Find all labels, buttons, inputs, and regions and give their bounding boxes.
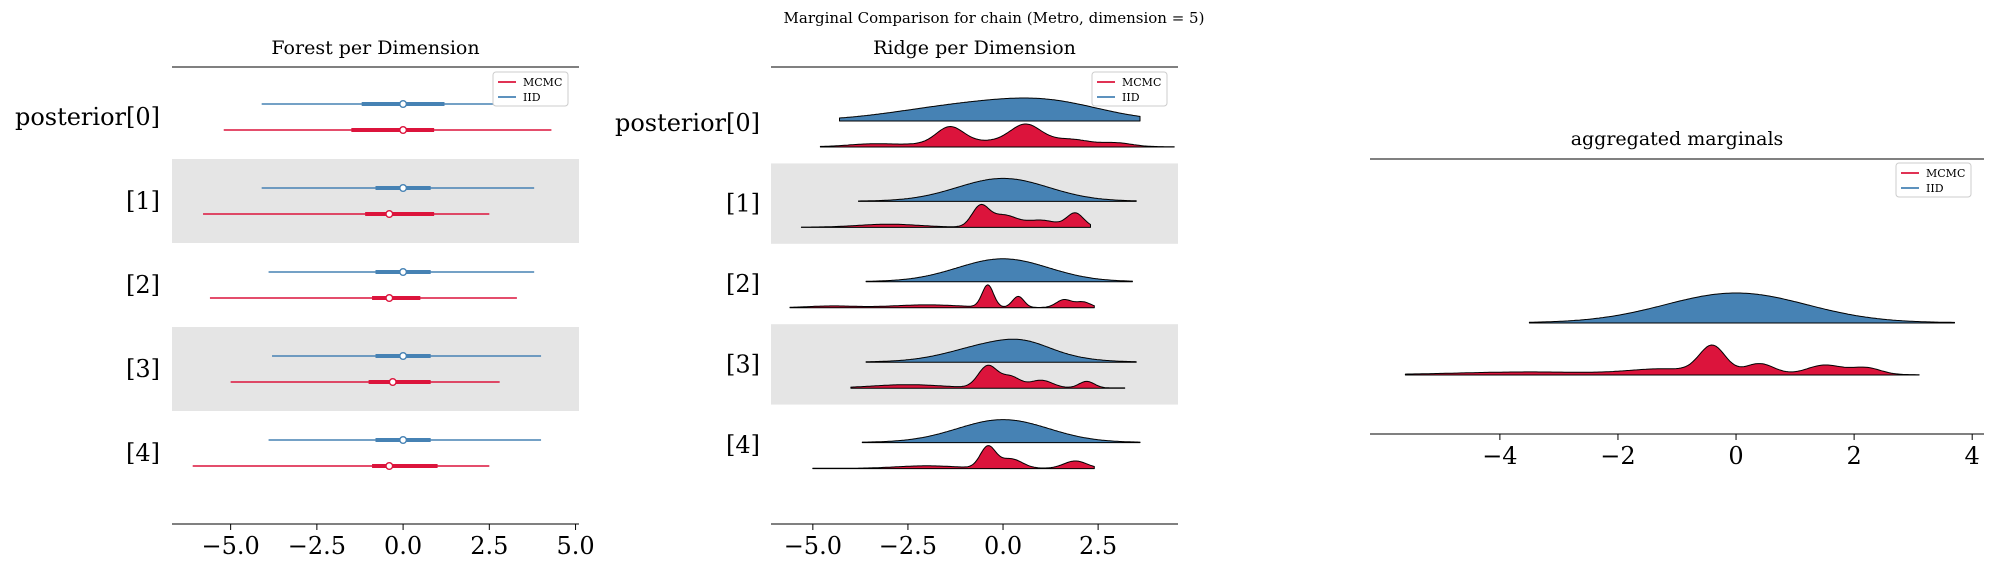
ridge-row-band xyxy=(771,324,1178,405)
forest-row-band xyxy=(172,327,579,411)
ridge-xtick-label: −5.0 xyxy=(784,532,842,560)
ridge-row-label: [2] xyxy=(726,270,760,298)
aggregated-xtick-label: −2 xyxy=(1600,442,1635,470)
legend-label-mcmc: MCMC xyxy=(1926,167,1965,180)
ridge-title: Ridge per Dimension xyxy=(873,37,1076,59)
forest-median-mcmc xyxy=(388,378,397,387)
ridge-legend: MCMC IID xyxy=(1091,71,1168,107)
forest-median-iid xyxy=(399,183,408,192)
ridge-ridge-iid xyxy=(858,177,1137,202)
forest-xtick-label: 0.0 xyxy=(384,532,422,560)
forest-xtick-label: 5.0 xyxy=(556,532,594,560)
forest-row-label: [2] xyxy=(126,271,160,299)
forest-xtick-label: −2.5 xyxy=(288,532,346,560)
ridge-ridge-iid xyxy=(839,97,1141,122)
aggregated-xtick-label: −4 xyxy=(1482,442,1517,470)
legend-label-mcmc: MCMC xyxy=(1122,76,1161,89)
forest-row-label: [3] xyxy=(126,355,160,383)
forest-median-mcmc xyxy=(385,209,394,218)
ridge-ridge-mcmc xyxy=(819,123,1175,148)
ridge-ridge-mcmc xyxy=(800,203,1091,228)
forest-title: Forest per Dimension xyxy=(271,37,479,59)
ridge-ridge-mcmc xyxy=(812,445,1095,470)
ridge-xtick-label: 2.5 xyxy=(1079,532,1117,560)
forest-legend: MCMC IID xyxy=(492,71,569,107)
legend-label-iid: IID xyxy=(523,91,541,104)
forest-median-mcmc xyxy=(385,462,394,471)
forest-row-label: posterior[0] xyxy=(15,103,160,131)
forest-median-mcmc xyxy=(385,294,394,303)
ridge-ridge-iid xyxy=(865,338,1137,363)
ridge-ridge-iid xyxy=(865,258,1133,283)
ridge-ridge-iid xyxy=(861,419,1141,444)
legend-label-iid: IID xyxy=(1122,91,1140,104)
aggregated-xtick-label: 2 xyxy=(1846,442,1861,470)
forest-xtick-label: −5.0 xyxy=(201,532,259,560)
forest-median-iid xyxy=(399,99,408,108)
figure-title: Marginal Comparison for chain (Metro, di… xyxy=(784,9,1205,27)
legend-label-iid: IID xyxy=(1926,182,1944,195)
plots-layer: Forest per Dimension −5.0 −2.5 0.0 2.5 5.0 pos… xyxy=(15,37,1984,560)
ridge-row-label: [3] xyxy=(726,350,760,378)
ridge-row-label: [4] xyxy=(726,431,760,459)
legend-label-mcmc: MCMC xyxy=(523,76,562,89)
forest-xtick-label: 2.5 xyxy=(470,532,508,560)
forest-row-label: [1] xyxy=(126,187,160,215)
forest-row-band xyxy=(172,159,579,243)
forest-median-mcmc xyxy=(399,125,408,134)
ridge-row-label: [1] xyxy=(726,190,760,218)
forest-median-iid xyxy=(399,352,408,361)
aggregated-legend: MCMC IID xyxy=(1895,162,1972,198)
ridge-ridge-mcmc xyxy=(789,284,1095,309)
aggregated-title: aggregated marginals xyxy=(1571,128,1784,150)
forest-row-label: [4] xyxy=(126,439,160,467)
ridge-xtick-label: 0.0 xyxy=(984,532,1022,560)
ridge-row-label: posterior[0] xyxy=(615,109,760,137)
ridge-ridge-mcmc xyxy=(850,364,1126,389)
aggregated-ridge-mcmc xyxy=(1404,344,1920,376)
ridge-row-band xyxy=(771,163,1178,244)
forest-median-iid xyxy=(399,436,408,445)
aggregated-ridge-iid xyxy=(1528,292,1955,324)
ridge-xtick-label: −2.5 xyxy=(879,532,937,560)
forest-median-iid xyxy=(399,268,408,277)
aggregated-xtick-label: 0 xyxy=(1728,442,1743,470)
aggregated-xtick-label: 4 xyxy=(1965,442,1980,470)
